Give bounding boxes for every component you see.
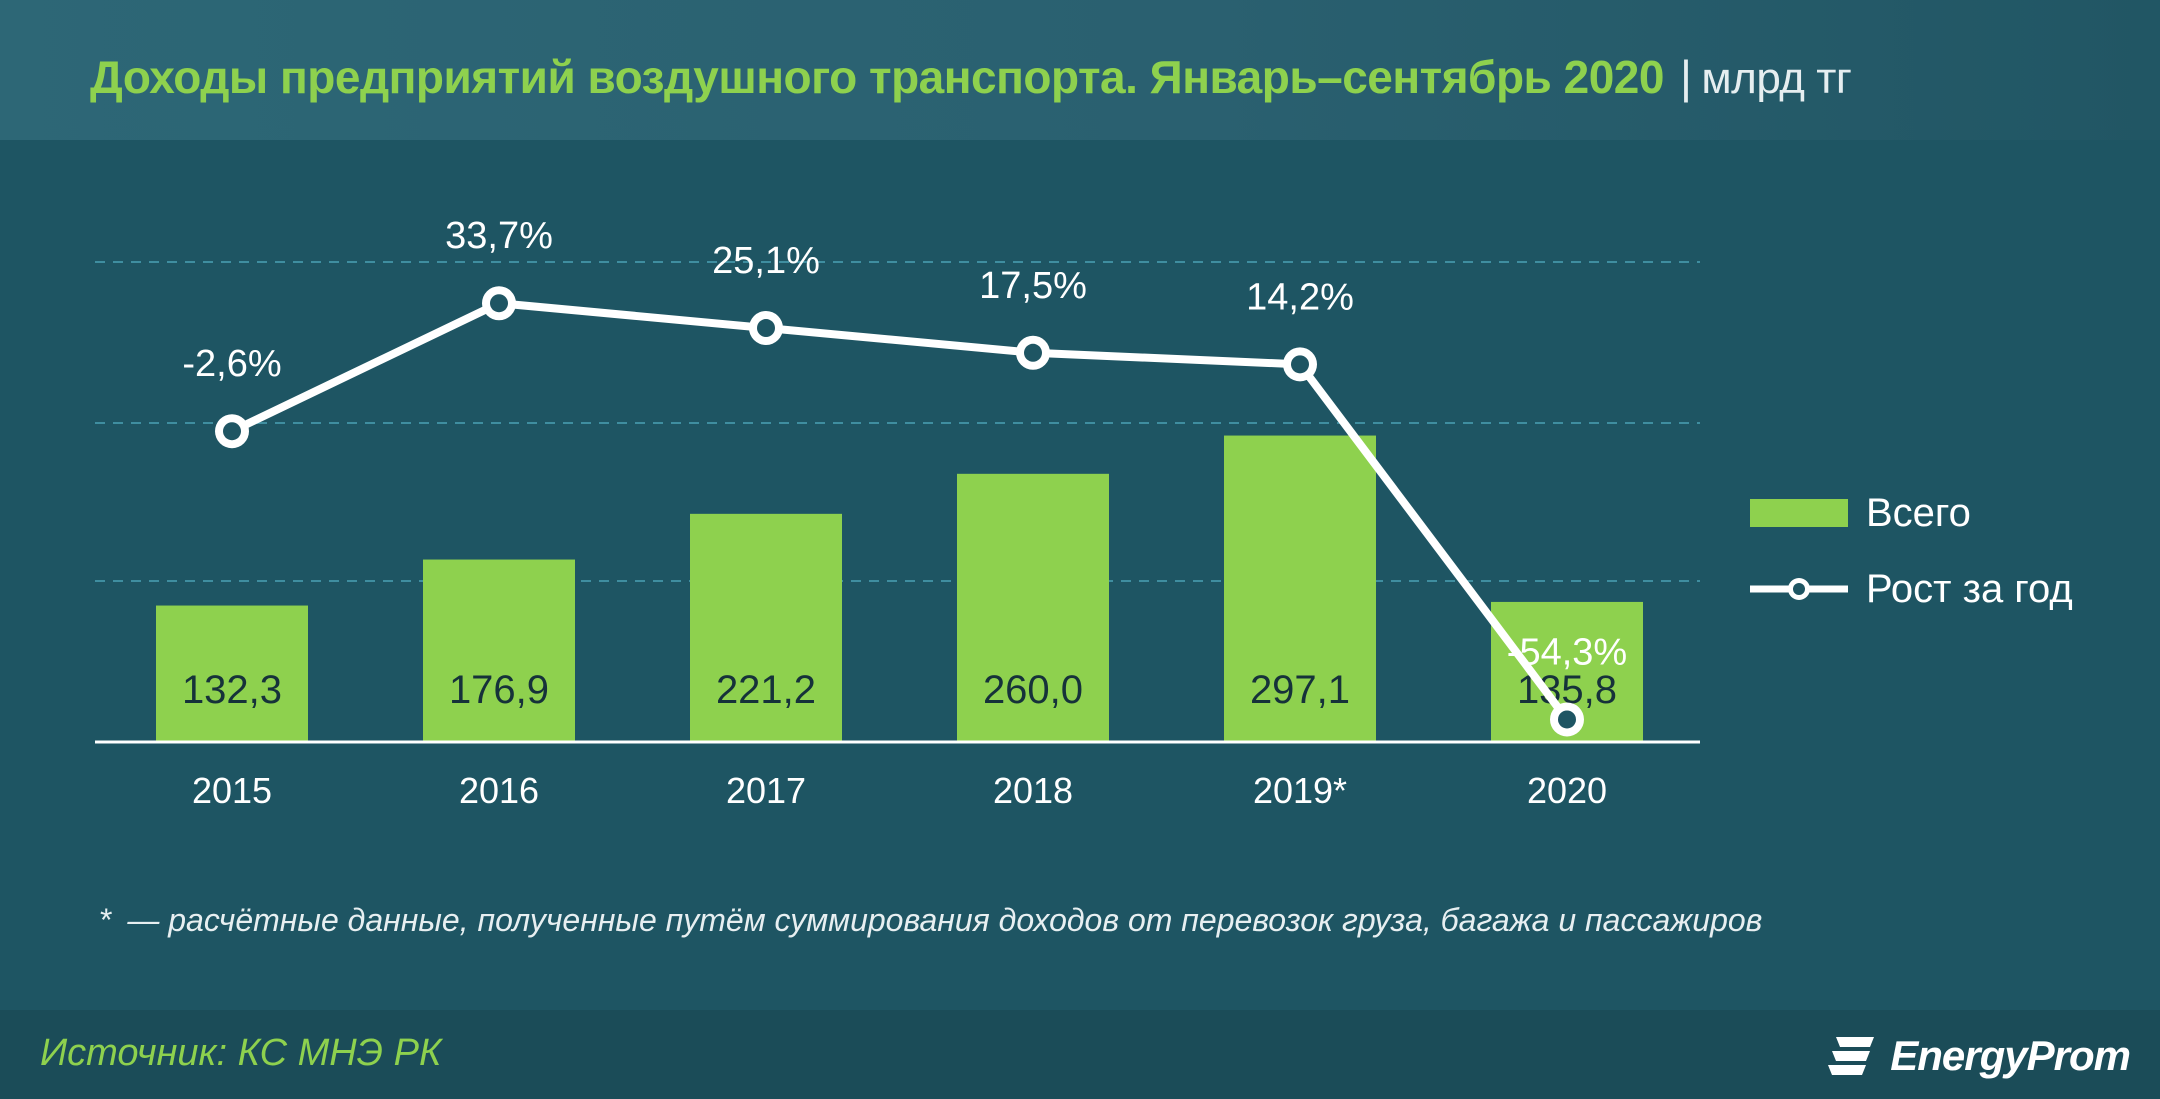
growth-line (215, 286, 1584, 737)
title-text: Доходы предприятий воздушного транспорта… (90, 51, 1664, 103)
growth-label: 33,7% (445, 215, 553, 257)
growth-label: -54,3% (1507, 631, 1627, 673)
growth-label: 14,2% (1246, 276, 1354, 318)
growth-point-hole (223, 422, 241, 441)
legend-label-total: Всего (1866, 490, 1971, 535)
footer: Источник: КС МНЭ РК EnergyProm (0, 1010, 2160, 1099)
bar (156, 605, 308, 742)
unit-label: млрд тг (1701, 54, 1852, 103)
growth-labels: -2,6% 33,7% 25,1% 17,5% 14,2% -54,3% (182, 215, 1627, 673)
growth-point-hole (490, 294, 508, 313)
growth-point-hole (1291, 355, 1309, 374)
x-tick-label: 2018 (993, 770, 1073, 811)
energyprom-logo: EnergyProm (1826, 1026, 2131, 1086)
x-tick-label: 2015 (192, 770, 272, 811)
legend-label-growth: Рост за год (1866, 566, 2073, 611)
x-tick-label: 2016 (459, 770, 539, 811)
legend-bar-swatch (1750, 499, 1848, 527)
chart-area: 2015 2016 2017 2018 2019* 2020 132,3 176,9 221,… (95, 215, 1700, 811)
growth-line-path (230, 299, 1571, 722)
bar-value-label: 132,3 (182, 668, 282, 712)
bar (957, 473, 1109, 742)
x-tick-label: 2019* (1253, 770, 1347, 811)
footnote: * — расчётные данные, полученные путём с… (100, 902, 1762, 939)
x-tick-label: 2017 (726, 770, 806, 811)
legend-line-swatch (1750, 578, 1848, 600)
footnote-star: * (100, 902, 113, 938)
growth-point-hole (1024, 343, 1042, 362)
bar (690, 513, 842, 742)
bar-value-label: 221,2 (716, 668, 816, 712)
source-label: Источник: КС МНЭ РК (40, 1032, 442, 1074)
x-tick-labels: 2015 2016 2017 2018 2019* 2020 (192, 770, 1607, 811)
gridlines (95, 261, 1700, 582)
logo-text: EnergyProm (1890, 1032, 2131, 1079)
bar-value-label: 297,1 (1250, 668, 1350, 712)
growth-point-hole (1558, 710, 1576, 729)
legend-item-growth: Рост за год (1750, 551, 2073, 627)
growth-label: 17,5% (979, 265, 1087, 307)
chart-title: Доходы предприятий воздушного транспорта… (90, 50, 1852, 104)
bar-value-label: 176,9 (449, 668, 549, 712)
bar (423, 559, 575, 742)
bar (1224, 435, 1376, 742)
bar-value-label: 260,0 (983, 668, 1083, 712)
legend: Всего Рост за год (1750, 475, 2073, 627)
x-tick-label: 2020 (1527, 770, 1607, 811)
energyprom-logo-icon (1828, 1037, 1875, 1075)
growth-label: 25,1% (712, 240, 820, 282)
title-separator: | (1679, 51, 1692, 103)
bar-value-labels: 132,3 176,9 221,2 260,0 297,1 135,8 (182, 668, 1617, 712)
footnote-text: — расчётные данные, полученные путём сум… (127, 902, 1763, 938)
growth-point-hole (757, 319, 775, 338)
bars (156, 435, 1643, 742)
legend-item-total: Всего (1750, 475, 2073, 551)
growth-label: -2,6% (182, 343, 281, 385)
header: Доходы предприятий воздушного транспорта… (0, 0, 2160, 140)
